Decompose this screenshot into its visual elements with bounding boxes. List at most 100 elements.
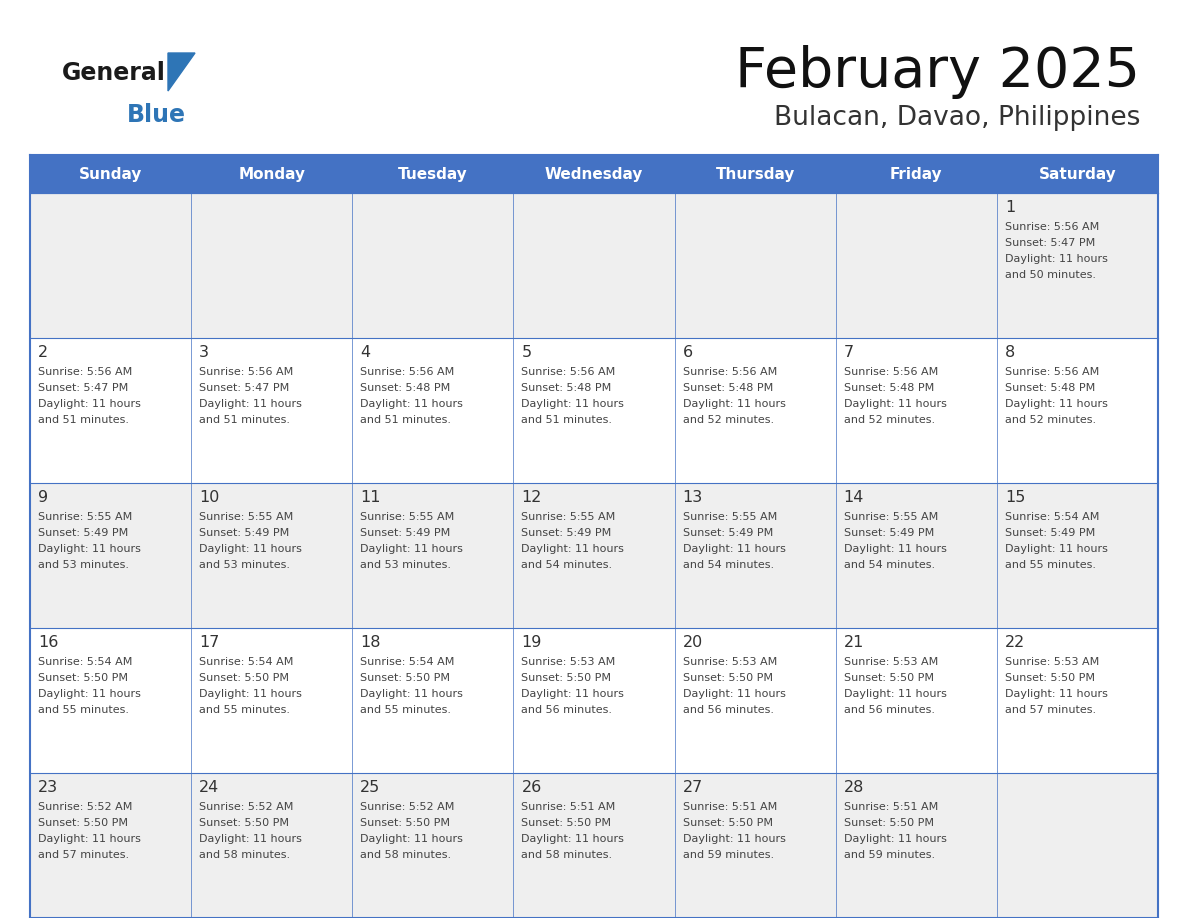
Text: Sunrise: 5:52 AM: Sunrise: 5:52 AM — [200, 802, 293, 812]
Text: 20: 20 — [683, 635, 703, 650]
Text: Daylight: 11 hours: Daylight: 11 hours — [200, 689, 302, 699]
Bar — [30, 773, 1158, 918]
Text: and 58 minutes.: and 58 minutes. — [200, 850, 290, 860]
Text: Sunrise: 5:53 AM: Sunrise: 5:53 AM — [843, 657, 939, 667]
Text: Saturday: Saturday — [1038, 166, 1117, 182]
Text: and 55 minutes.: and 55 minutes. — [360, 705, 451, 715]
Text: Sunrise: 5:56 AM: Sunrise: 5:56 AM — [38, 367, 132, 377]
Text: Daylight: 11 hours: Daylight: 11 hours — [522, 399, 625, 409]
Text: Sunrise: 5:56 AM: Sunrise: 5:56 AM — [683, 367, 777, 377]
Text: and 57 minutes.: and 57 minutes. — [1005, 705, 1097, 715]
Text: and 59 minutes.: and 59 minutes. — [683, 850, 773, 860]
Text: Daylight: 11 hours: Daylight: 11 hours — [843, 399, 947, 409]
Text: Sunset: 5:49 PM: Sunset: 5:49 PM — [38, 528, 128, 538]
Text: 24: 24 — [200, 780, 220, 795]
Text: Sunrise: 5:56 AM: Sunrise: 5:56 AM — [1005, 222, 1099, 232]
Text: and 58 minutes.: and 58 minutes. — [360, 850, 451, 860]
Text: Sunset: 5:50 PM: Sunset: 5:50 PM — [38, 673, 128, 683]
Text: and 55 minutes.: and 55 minutes. — [1005, 560, 1095, 570]
Text: 14: 14 — [843, 490, 864, 505]
Text: Sunset: 5:49 PM: Sunset: 5:49 PM — [360, 528, 450, 538]
Text: and 55 minutes.: and 55 minutes. — [200, 705, 290, 715]
Text: Daylight: 11 hours: Daylight: 11 hours — [683, 399, 785, 409]
Text: 7: 7 — [843, 345, 854, 360]
Text: Sunset: 5:47 PM: Sunset: 5:47 PM — [1005, 238, 1095, 248]
Text: 15: 15 — [1005, 490, 1025, 505]
Text: Sunrise: 5:55 AM: Sunrise: 5:55 AM — [843, 512, 939, 522]
Text: Sunset: 5:50 PM: Sunset: 5:50 PM — [522, 818, 612, 828]
Text: Daylight: 11 hours: Daylight: 11 hours — [38, 544, 141, 554]
Text: and 51 minutes.: and 51 minutes. — [38, 415, 129, 425]
Text: Sunrise: 5:54 AM: Sunrise: 5:54 AM — [1005, 512, 1099, 522]
Text: Daylight: 11 hours: Daylight: 11 hours — [1005, 544, 1107, 554]
Text: Sunrise: 5:54 AM: Sunrise: 5:54 AM — [360, 657, 455, 667]
Text: and 53 minutes.: and 53 minutes. — [38, 560, 129, 570]
Text: and 52 minutes.: and 52 minutes. — [843, 415, 935, 425]
Text: 3: 3 — [200, 345, 209, 360]
Text: Daylight: 11 hours: Daylight: 11 hours — [522, 689, 625, 699]
Text: Daylight: 11 hours: Daylight: 11 hours — [1005, 689, 1107, 699]
Text: Daylight: 11 hours: Daylight: 11 hours — [843, 544, 947, 554]
Text: Sunrise: 5:52 AM: Sunrise: 5:52 AM — [38, 802, 132, 812]
Text: 18: 18 — [360, 635, 381, 650]
Text: Sunrise: 5:56 AM: Sunrise: 5:56 AM — [1005, 367, 1099, 377]
Text: Sunrise: 5:55 AM: Sunrise: 5:55 AM — [683, 512, 777, 522]
Text: and 56 minutes.: and 56 minutes. — [843, 705, 935, 715]
Text: Daylight: 11 hours: Daylight: 11 hours — [200, 834, 302, 844]
Text: and 52 minutes.: and 52 minutes. — [1005, 415, 1097, 425]
Text: and 52 minutes.: and 52 minutes. — [683, 415, 773, 425]
Polygon shape — [168, 53, 195, 91]
Text: Sunset: 5:50 PM: Sunset: 5:50 PM — [843, 818, 934, 828]
Text: Daylight: 11 hours: Daylight: 11 hours — [522, 544, 625, 554]
Text: Sunrise: 5:55 AM: Sunrise: 5:55 AM — [38, 512, 132, 522]
Text: and 54 minutes.: and 54 minutes. — [843, 560, 935, 570]
Text: Tuesday: Tuesday — [398, 166, 468, 182]
Text: Daylight: 11 hours: Daylight: 11 hours — [1005, 399, 1107, 409]
Text: Sunrise: 5:52 AM: Sunrise: 5:52 AM — [360, 802, 455, 812]
Text: General: General — [62, 61, 166, 85]
Text: 17: 17 — [200, 635, 220, 650]
Text: Sunset: 5:47 PM: Sunset: 5:47 PM — [38, 383, 128, 393]
Text: Sunset: 5:50 PM: Sunset: 5:50 PM — [200, 818, 289, 828]
Bar — [30, 155, 1158, 193]
Text: 22: 22 — [1005, 635, 1025, 650]
Text: 2: 2 — [38, 345, 49, 360]
Text: Sunset: 5:50 PM: Sunset: 5:50 PM — [683, 818, 772, 828]
Text: and 51 minutes.: and 51 minutes. — [360, 415, 451, 425]
Text: Sunrise: 5:56 AM: Sunrise: 5:56 AM — [360, 367, 455, 377]
Text: Friday: Friday — [890, 166, 942, 182]
Text: Daylight: 11 hours: Daylight: 11 hours — [360, 544, 463, 554]
Text: Sunrise: 5:54 AM: Sunrise: 5:54 AM — [200, 657, 293, 667]
Text: Sunset: 5:47 PM: Sunset: 5:47 PM — [200, 383, 290, 393]
Text: Daylight: 11 hours: Daylight: 11 hours — [360, 399, 463, 409]
Text: Sunset: 5:50 PM: Sunset: 5:50 PM — [360, 818, 450, 828]
Text: Sunrise: 5:51 AM: Sunrise: 5:51 AM — [683, 802, 777, 812]
Text: 26: 26 — [522, 780, 542, 795]
Text: 5: 5 — [522, 345, 531, 360]
Text: and 56 minutes.: and 56 minutes. — [522, 705, 613, 715]
Text: and 53 minutes.: and 53 minutes. — [360, 560, 451, 570]
Text: Sunday: Sunday — [78, 166, 143, 182]
Text: 10: 10 — [200, 490, 220, 505]
Text: Sunrise: 5:51 AM: Sunrise: 5:51 AM — [843, 802, 939, 812]
Bar — [30, 193, 1158, 338]
Text: 25: 25 — [360, 780, 380, 795]
Text: February 2025: February 2025 — [735, 45, 1140, 99]
Text: Sunset: 5:50 PM: Sunset: 5:50 PM — [1005, 673, 1095, 683]
Text: Daylight: 11 hours: Daylight: 11 hours — [522, 834, 625, 844]
Text: Sunset: 5:48 PM: Sunset: 5:48 PM — [360, 383, 450, 393]
Text: and 58 minutes.: and 58 minutes. — [522, 850, 613, 860]
Text: 1: 1 — [1005, 200, 1015, 215]
Text: Daylight: 11 hours: Daylight: 11 hours — [843, 689, 947, 699]
Text: Sunrise: 5:56 AM: Sunrise: 5:56 AM — [522, 367, 615, 377]
Text: and 53 minutes.: and 53 minutes. — [200, 560, 290, 570]
Text: and 54 minutes.: and 54 minutes. — [522, 560, 613, 570]
Text: Sunrise: 5:53 AM: Sunrise: 5:53 AM — [1005, 657, 1099, 667]
Text: Sunset: 5:48 PM: Sunset: 5:48 PM — [843, 383, 934, 393]
Text: and 54 minutes.: and 54 minutes. — [683, 560, 773, 570]
Text: Sunset: 5:50 PM: Sunset: 5:50 PM — [200, 673, 289, 683]
Text: Sunrise: 5:55 AM: Sunrise: 5:55 AM — [360, 512, 455, 522]
Text: 23: 23 — [38, 780, 58, 795]
Text: Sunrise: 5:53 AM: Sunrise: 5:53 AM — [683, 657, 777, 667]
Text: 11: 11 — [360, 490, 381, 505]
